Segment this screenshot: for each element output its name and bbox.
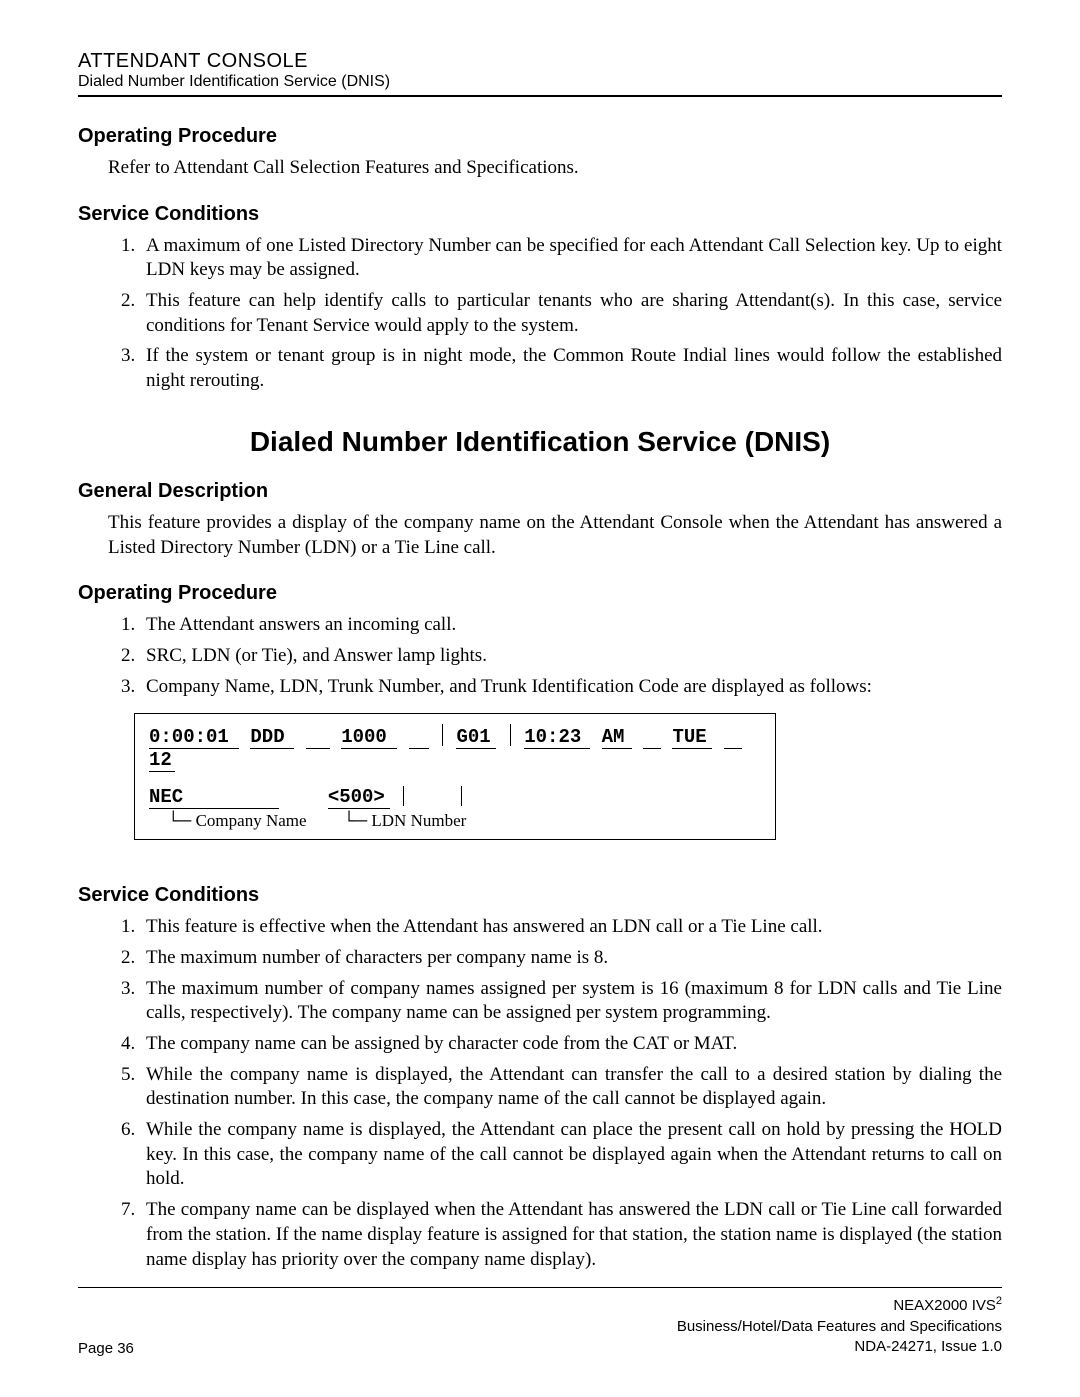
main-title: Dialed Number Identification Service (DN… [78,426,1002,458]
display-annotations: └─ Company Name └─ LDN Number [149,811,761,831]
display-line-1: 0:00:01 DDD 1000 G01 10:23 AM TUE 12 [149,724,761,772]
divider-icon [510,724,511,746]
divider-icon [461,786,462,806]
display-date: 12 [149,749,175,772]
page: ATTENDANT CONSOLE Dialed Number Identifi… [0,0,1080,1397]
display-company: NEC [149,786,279,809]
footer-product-sup: 2 [996,1295,1002,1307]
section-operating-procedure-1: Operating Procedure [78,125,1002,148]
header-subtitle: Dialed Number Identification Service (DN… [78,73,1002,91]
list-item: Company Name, LDN, Trunk Number, and Tru… [140,675,1002,700]
annotation-ldn: LDN Number [371,811,466,830]
bracket-icon: └─ [167,811,191,830]
service-conditions-2-list: This feature is effective when the Atten… [78,915,1002,1272]
footer-doc-id: NDA-24271, Issue 1.0 [677,1337,1002,1357]
footer-product: NEAX2000 IVS [893,1297,996,1314]
general-description-text: This feature provides a display of the c… [108,511,1002,560]
list-item: While the company name is displayed, the… [140,1118,1002,1192]
divider-icon [442,724,443,746]
list-item: This feature is effective when the Atten… [140,915,1002,940]
page-header: ATTENDANT CONSOLE Dialed Number Identifi… [78,50,1002,97]
display-group: G01 [456,726,496,749]
list-item: A maximum of one Listed Directory Number… [140,234,1002,283]
section-service-conditions-2: Service Conditions [78,884,1002,907]
list-item: The company name can be assigned by char… [140,1032,1002,1057]
section-operating-procedure-2: Operating Procedure [78,582,1002,605]
list-item: The maximum number of characters per com… [140,946,1002,971]
console-display-box: 0:00:01 DDD 1000 G01 10:23 AM TUE 12 NEC… [134,713,776,840]
list-item: If the system or tenant group is in nigh… [140,344,1002,393]
display-ldn: <500> [328,786,390,809]
display-day: TUE [672,726,712,749]
list-item: The maximum number of company names assi… [140,977,1002,1026]
display-ampm: AM [602,726,632,749]
display-trunk: 1000 [341,726,397,749]
section-service-conditions-1: Service Conditions [78,203,1002,226]
section-general-description: General Description [78,480,1002,503]
list-item: While the company name is displayed, the… [140,1063,1002,1112]
footer-page-number: Page 36 [78,1340,134,1357]
footer-right: NEAX2000 IVS2 Business/Hotel/Data Featur… [677,1294,1002,1357]
list-item: The company name can be displayed when t… [140,1198,1002,1272]
divider-icon [403,786,404,806]
annotation-company: Company Name [196,811,307,830]
operating-procedure-2-list: The Attendant answers an incoming call. … [78,613,1002,699]
page-footer: Page 36 NEAX2000 IVS2 Business/Hotel/Dat… [78,1287,1002,1357]
display-time: 10:23 [524,726,590,749]
list-item: This feature can help identify calls to … [140,289,1002,338]
header-title: ATTENDANT CONSOLE [78,50,1002,73]
display-elapsed: 0:00:01 [149,726,239,749]
list-item: SRC, LDN (or Tie), and Answer lamp light… [140,644,1002,669]
bracket-icon: └─ [343,811,367,830]
service-conditions-1-list: A maximum of one Listed Directory Number… [78,234,1002,394]
display-ddd: DDD [250,726,294,749]
display-line-2: NEC <500> [149,786,761,809]
list-item: The Attendant answers an incoming call. [140,613,1002,638]
operating-procedure-1-text: Refer to Attendant Call Selection Featur… [108,156,1002,181]
footer-doc-title: Business/Hotel/Data Features and Specifi… [677,1317,1002,1337]
